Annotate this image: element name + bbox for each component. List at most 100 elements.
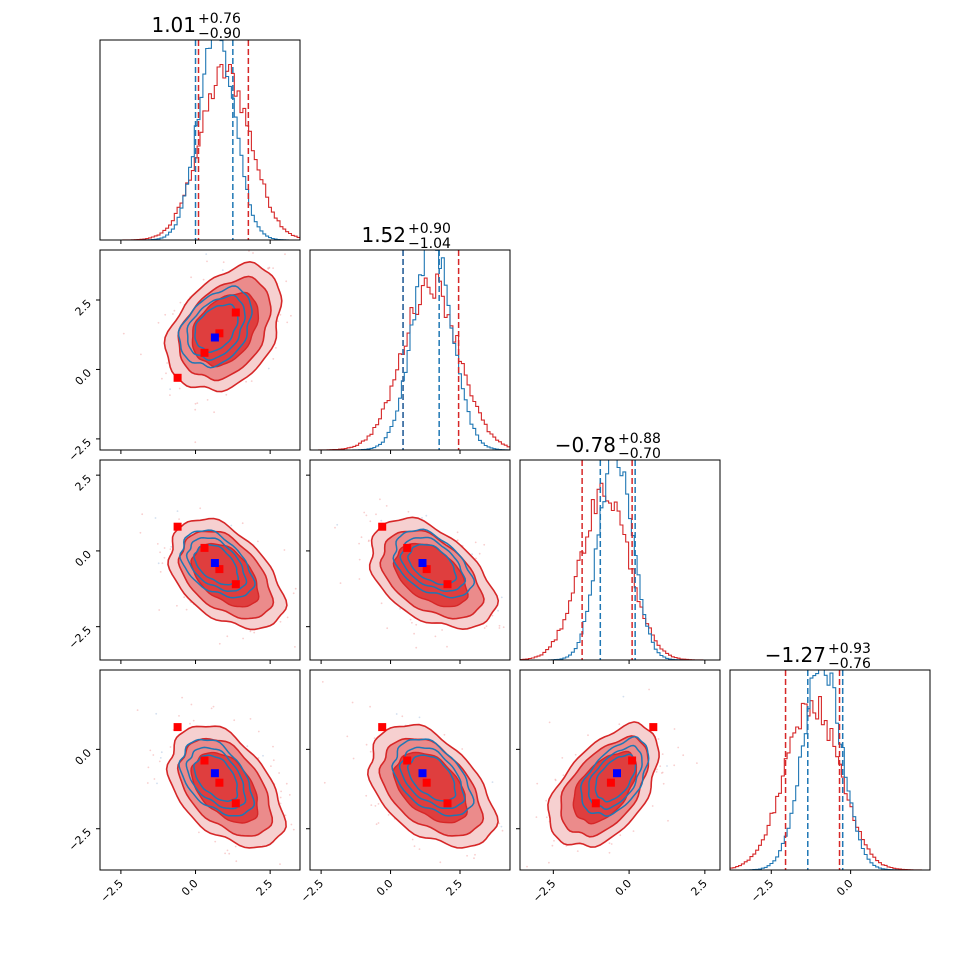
scatter-point-red [387, 814, 390, 816]
x-tick-label: −2.5 [748, 877, 776, 905]
scatter-point-red [275, 347, 277, 349]
panel-content-1-1 [310, 250, 510, 450]
contour-blue-inner [406, 754, 457, 802]
scatter-point-red [283, 549, 286, 551]
y-tick-label: 0.0 [73, 548, 95, 570]
scatter-point-red [159, 571, 162, 573]
scatter-point-blue [267, 367, 270, 370]
scatter-point-blue [418, 716, 421, 719]
scatter-point-red [548, 861, 550, 864]
scatter-point-red [413, 632, 415, 635]
scatter-point-red [439, 861, 442, 864]
panel-content-3-3 [730, 670, 930, 870]
marker-red [378, 723, 387, 732]
scatter-point-red [178, 715, 180, 717]
scatter-point-red [548, 721, 551, 724]
marker-red [200, 543, 209, 552]
scatter-point-red [249, 630, 252, 633]
scatter-point-red [474, 853, 476, 856]
scatter-point-red [418, 848, 421, 850]
scatter-point-red [233, 719, 236, 722]
scatter-point-red [370, 804, 373, 806]
contour-blue-middle [186, 294, 246, 362]
scatter-point-red [253, 631, 256, 634]
scatter-point-red [673, 764, 676, 767]
panel-3-0: −2.5 0.0 2.5 −2.5 0.0 [66, 669, 301, 905]
panel-frame [729, 669, 931, 871]
x-tick-label: −2.5 [98, 877, 126, 905]
scatter-point-red [165, 372, 167, 375]
scatter-point-red [176, 604, 178, 607]
scatter-point-red [401, 715, 404, 718]
scatter-point-red [163, 547, 166, 549]
scatter-point-red [235, 860, 238, 863]
scatter-point-red [225, 393, 228, 396]
scatter-point-red [140, 353, 142, 356]
panel-frame [99, 459, 301, 661]
histogram-blue [520, 460, 720, 660]
panel-content-2-2 [520, 460, 720, 660]
x-tick-label: 0.0 [179, 877, 201, 899]
scatter-point-red [252, 252, 254, 254]
scatter-point-red [279, 802, 282, 805]
scatter-point-red [651, 805, 654, 807]
scatter-point-red [475, 557, 477, 560]
scatter-point-red [141, 513, 144, 516]
scatter-point-red [285, 280, 288, 283]
scatter-point-red [158, 609, 161, 611]
scatter-point-red [386, 627, 389, 630]
panel-2-1 [306, 459, 511, 664]
scatter-point-red [661, 771, 664, 774]
scatter-point-red [368, 539, 370, 542]
scatter-point-red [377, 822, 380, 824]
scatter-point-red [473, 857, 475, 860]
scatter-point-red [478, 552, 481, 555]
scatter-point-red [158, 760, 161, 763]
scatter-point-blue [156, 782, 158, 785]
scatter-point-red [226, 849, 229, 852]
scatter-point-red [411, 621, 413, 624]
x-tick-label: 0.0 [613, 877, 635, 899]
panel-title-median: 1.01 [151, 13, 196, 37]
scatter-point-red [192, 719, 195, 722]
panel-content-0-0 [100, 40, 300, 240]
scatter-point-red [178, 387, 181, 390]
scatter-point-red [363, 511, 366, 514]
scatter-point-red [268, 267, 271, 269]
scatter-point-red [304, 357, 306, 359]
scatter-point-blue [155, 712, 158, 715]
scatter-point-red [194, 441, 197, 444]
marker-red [649, 723, 658, 732]
scatter-point-red [248, 250, 250, 252]
scatter-point-red [474, 541, 477, 544]
marker-red [173, 723, 182, 732]
scatter-point-red [272, 745, 274, 748]
scatter-point-red [169, 394, 171, 396]
histogram-red [730, 696, 930, 870]
scatter-point-red [657, 738, 660, 740]
scatter-point-red [608, 851, 611, 854]
marker-red [231, 799, 240, 808]
histogram-red [520, 482, 720, 660]
scatter-point-blue [500, 825, 503, 828]
scatter-point-red [456, 539, 459, 542]
scatter-point-red [250, 380, 253, 382]
scatter-point-red [222, 261, 225, 264]
scatter-point-red [163, 556, 166, 559]
marker-red [422, 778, 431, 787]
scatter-point-red [365, 514, 368, 517]
scatter-point-red [285, 782, 288, 785]
contour-blue-outer [178, 738, 256, 817]
scatter-point-red [526, 865, 528, 868]
scatter-point-red [173, 309, 176, 312]
scatter-point-red [194, 402, 197, 405]
scatter-point-blue [205, 253, 208, 256]
scatter-point-red [360, 536, 363, 539]
scatter-point-red [198, 831, 200, 834]
contour-blue-inner [193, 754, 239, 802]
scatter-point-red [466, 854, 468, 857]
scatter-point-blue [170, 545, 173, 548]
scatter-point-red [136, 709, 139, 711]
histogram-blue [730, 670, 930, 870]
scatter-point-red [139, 531, 142, 534]
